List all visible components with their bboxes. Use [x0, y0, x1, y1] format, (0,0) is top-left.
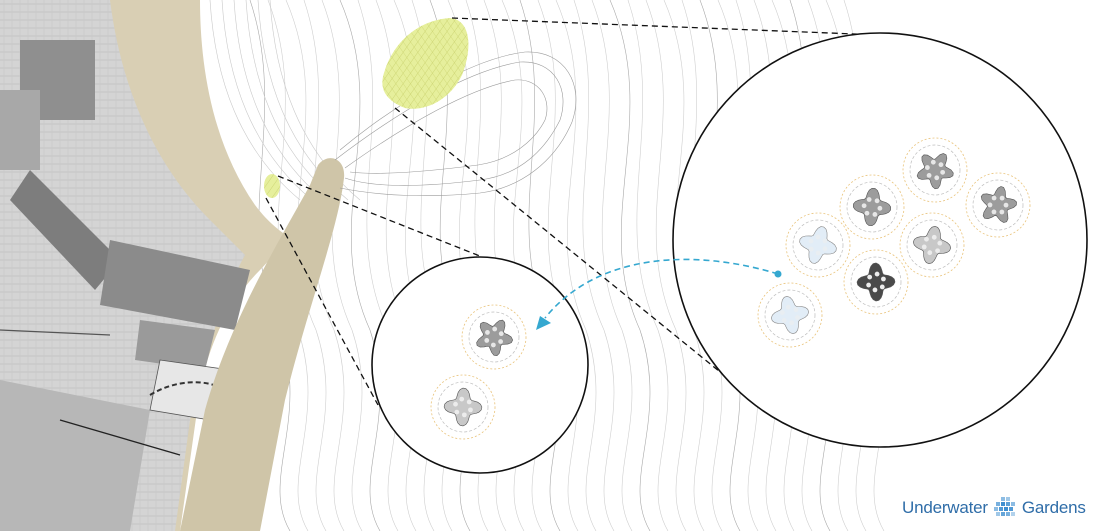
planting-ring — [902, 137, 968, 203]
logo-word-right: Gardens — [1021, 498, 1086, 517]
coral-module — [965, 172, 1031, 238]
contour-line — [609, 0, 651, 531]
planting-ring — [839, 174, 905, 240]
coral-module — [785, 212, 851, 278]
planting-ring — [461, 304, 527, 370]
planting-ring — [899, 212, 965, 278]
contour-line — [591, 0, 633, 531]
logo-word-left: Underwater — [902, 498, 988, 517]
planting-ring — [965, 172, 1031, 238]
coral-module — [757, 282, 823, 348]
contour-line — [573, 0, 615, 531]
planting-ring — [785, 212, 851, 278]
transplant-arrow — [536, 258, 782, 330]
coral-module — [461, 304, 527, 370]
contour-line — [209, 0, 301, 201]
contour-line — [221, 0, 313, 201]
coral-module — [843, 249, 909, 315]
contour-line — [645, 0, 687, 531]
contour-line — [339, 0, 381, 531]
coral-module — [839, 174, 905, 240]
coral-module — [899, 212, 965, 278]
contour-line — [627, 0, 669, 531]
coral-module — [902, 137, 968, 203]
callout-connectors — [265, 17, 881, 406]
small-detail-circle — [371, 256, 589, 474]
contour-line — [321, 0, 363, 531]
coral-module — [430, 374, 496, 440]
large-detail-circle — [672, 32, 1088, 448]
pier — [180, 158, 345, 531]
underwater-gardens-logo: Underwater Gardens — [902, 496, 1086, 520]
coastline-land — [0, 0, 290, 531]
contour-line — [233, 0, 325, 201]
contour-line — [357, 0, 399, 531]
planting-ring — [430, 374, 496, 440]
planting-ring — [757, 282, 823, 348]
contour-line — [303, 0, 345, 531]
contour-line — [285, 0, 327, 531]
planting-ring — [843, 249, 909, 315]
planting-zones — [264, 18, 469, 198]
water-grid-icon — [993, 497, 1015, 516]
